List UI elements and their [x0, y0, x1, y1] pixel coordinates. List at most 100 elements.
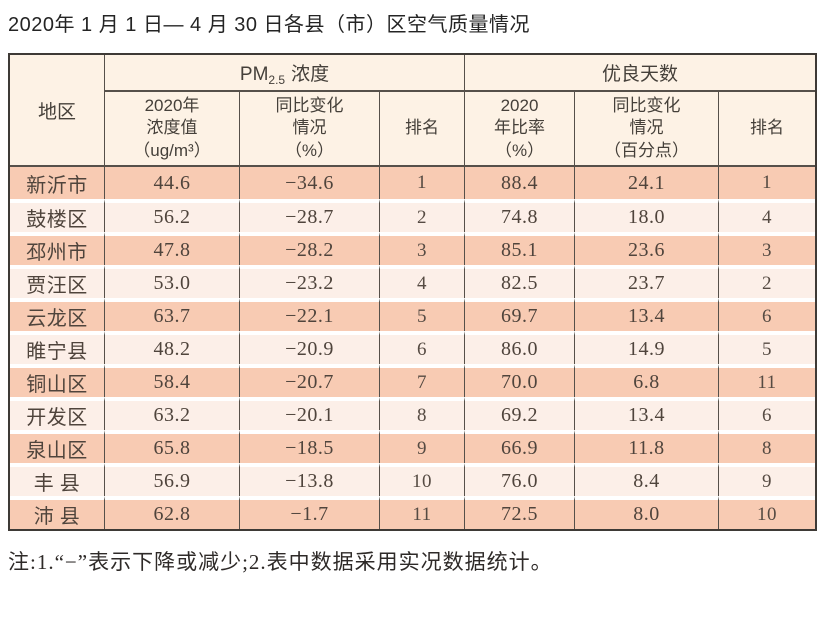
- good-rate-cell: 88.4: [465, 167, 576, 199]
- col-header-pm25-change: 同比变化 情况 （%）: [240, 92, 380, 167]
- col-header-good-rank: 排名: [719, 92, 816, 167]
- good-rank-cell: 6: [719, 298, 816, 331]
- table-row: 丰 县 56.9 −13.8 10 76.0 8.4 9: [10, 463, 816, 496]
- pm25-rank-cell: 9: [380, 430, 466, 463]
- good-rank-cell: 5: [719, 331, 816, 364]
- region-cell: 丰 县: [10, 463, 105, 496]
- pm25-value-cell: 63.2: [105, 397, 240, 430]
- col-group-pm25: PM2.5 浓度: [105, 55, 466, 92]
- page: 2020年 1 月 1 日— 4 月 30 日各县（市）区空气质量情况 地区 P…: [8, 14, 818, 574]
- pm25-value-cell: 56.2: [105, 199, 240, 232]
- pm25-change-cell: −34.6: [240, 167, 380, 199]
- good-change-cell: 23.6: [575, 232, 720, 265]
- col-header-region: 地区: [10, 55, 105, 167]
- pm25-change-cell: −1.7: [240, 496, 380, 529]
- good-change-cell: 13.4: [575, 397, 720, 430]
- col-group-good-days: 优良天数: [465, 55, 816, 92]
- pm25-rank-cell: 5: [380, 298, 466, 331]
- pm25-value-cell: 47.8: [105, 232, 240, 265]
- air-quality-table: 地区 PM2.5 浓度 优良天数 2020年 浓度值 （ug/m³） 同比变化 情…: [8, 53, 818, 531]
- pm25-change-cell: −23.2: [240, 265, 380, 298]
- table-row: 开发区 63.2 −20.1 8 69.2 13.4 6: [10, 397, 816, 430]
- pm25-rank-cell: 1: [380, 167, 466, 199]
- table-row: 贾汪区 53.0 −23.2 4 82.5 23.7 2: [10, 265, 816, 298]
- header-group-row: 地区 PM2.5 浓度 优良天数: [10, 55, 816, 167]
- pm25-change-cell: −18.5: [240, 430, 380, 463]
- region-cell: 新沂市: [10, 167, 105, 199]
- table-row: 邳州市 47.8 −28.2 3 85.1 23.6 3: [10, 232, 816, 265]
- header-sub-row: 2020年 浓度值 （ug/m³） 同比变化 情况 （%） 排名 2020 年比…: [10, 92, 816, 167]
- region-cell: 云龙区: [10, 298, 105, 331]
- pm25-value-cell: 58.4: [105, 364, 240, 397]
- col-header-good-rate: 2020 年比率 （%）: [465, 92, 576, 167]
- pm25-label-subscript: 2.5: [268, 72, 286, 87]
- pm25-rank-cell: 7: [380, 364, 466, 397]
- good-rate-cell: 72.5: [465, 496, 576, 529]
- good-rate-cell: 85.1: [465, 232, 576, 265]
- pm25-rank-cell: 4: [380, 265, 466, 298]
- table-body: 新沂市 44.6 −34.6 1 88.4 24.1 1 鼓楼区 56.2 −2…: [10, 167, 816, 529]
- table-header: 地区 PM2.5 浓度 优良天数 2020年 浓度值 （ug/m³） 同比变化 情…: [10, 55, 816, 167]
- table-row: 云龙区 63.7 −22.1 5 69.7 13.4 6: [10, 298, 816, 331]
- good-rank-cell: 2: [719, 265, 816, 298]
- good-change-cell: 11.8: [575, 430, 720, 463]
- pm25-change-cell: −13.8: [240, 463, 380, 496]
- good-rank-cell: 3: [719, 232, 816, 265]
- region-cell: 泉山区: [10, 430, 105, 463]
- region-cell: 沛 县: [10, 496, 105, 529]
- pm25-change-cell: −22.1: [240, 298, 380, 331]
- table-row: 泉山区 65.8 −18.5 9 66.9 11.8 8: [10, 430, 816, 463]
- table-row: 沛 县 62.8 −1.7 11 72.5 8.0 10: [10, 496, 816, 529]
- good-rate-cell: 82.5: [465, 265, 576, 298]
- pm25-label-prefix: PM: [239, 63, 269, 85]
- table-row: 新沂市 44.6 −34.6 1 88.4 24.1 1: [10, 167, 816, 199]
- good-change-cell: 14.9: [575, 331, 720, 364]
- good-change-cell: 8.4: [575, 463, 720, 496]
- col-header-pm25-rank: 排名: [380, 92, 466, 167]
- pm25-label-suffix: 浓度: [291, 63, 330, 85]
- pm25-value-cell: 63.7: [105, 298, 240, 331]
- good-change-cell: 24.1: [575, 167, 720, 199]
- pm25-value-cell: 56.9: [105, 463, 240, 496]
- good-rank-cell: 4: [719, 199, 816, 232]
- pm25-rank-cell: 11: [380, 496, 466, 529]
- pm25-change-cell: −20.1: [240, 397, 380, 430]
- table-row: 铜山区 58.4 −20.7 7 70.0 6.8 11: [10, 364, 816, 397]
- good-change-cell: 13.4: [575, 298, 720, 331]
- pm25-value-cell: 62.8: [105, 496, 240, 529]
- pm25-rank-cell: 10: [380, 463, 466, 496]
- good-rate-cell: 69.2: [465, 397, 576, 430]
- page-title: 2020年 1 月 1 日— 4 月 30 日各县（市）区空气质量情况: [8, 14, 531, 36]
- good-rate-cell: 74.8: [465, 199, 576, 232]
- pm25-change-cell: −28.2: [240, 232, 380, 265]
- pm25-change-cell: −28.7: [240, 199, 380, 232]
- good-rank-cell: 11: [719, 364, 816, 397]
- good-rate-cell: 66.9: [465, 430, 576, 463]
- good-rank-cell: 6: [719, 397, 816, 430]
- region-cell: 铜山区: [10, 364, 105, 397]
- pm25-value-cell: 48.2: [105, 331, 240, 364]
- good-rank-cell: 9: [719, 463, 816, 496]
- good-rate-cell: 69.7: [465, 298, 576, 331]
- pm25-rank-cell: 3: [380, 232, 466, 265]
- pm25-change-cell: −20.9: [240, 331, 380, 364]
- pm25-value-cell: 65.8: [105, 430, 240, 463]
- region-cell: 邳州市: [10, 232, 105, 265]
- good-rate-cell: 86.0: [465, 331, 576, 364]
- pm25-value-cell: 53.0: [105, 265, 240, 298]
- region-cell: 开发区: [10, 397, 105, 430]
- col-header-good-change: 同比变化 情况 （百分点）: [575, 92, 720, 167]
- good-rank-cell: 1: [719, 167, 816, 199]
- region-cell: 贾汪区: [10, 265, 105, 298]
- good-rate-cell: 76.0: [465, 463, 576, 496]
- pm25-value-cell: 44.6: [105, 167, 240, 199]
- region-cell: 鼓楼区: [10, 199, 105, 232]
- table-row: 睢宁县 48.2 −20.9 6 86.0 14.9 5: [10, 331, 816, 364]
- good-change-cell: 8.0: [575, 496, 720, 529]
- good-rank-cell: 8: [719, 430, 816, 463]
- good-rate-cell: 70.0: [465, 364, 576, 397]
- table-row: 鼓楼区 56.2 −28.7 2 74.8 18.0 4: [10, 199, 816, 232]
- pm25-change-cell: −20.7: [240, 364, 380, 397]
- footnote: 注:1.“−”表示下降或减少;2.表中数据采用实况数据统计。: [8, 550, 553, 574]
- good-rank-cell: 10: [719, 496, 816, 529]
